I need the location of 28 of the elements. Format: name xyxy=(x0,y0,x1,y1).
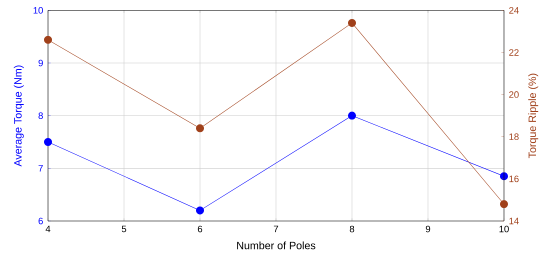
x-tick-label: 8 xyxy=(350,226,354,232)
y2-axis-title: Torque Ripple (%) xyxy=(528,74,538,158)
x-tick-label: 4 xyxy=(46,226,50,232)
y2-tick-label: 14 xyxy=(509,218,519,224)
y2-tick-label: 16 xyxy=(509,176,519,182)
y-tick-label: 6 xyxy=(38,218,43,224)
point xyxy=(196,206,204,214)
point xyxy=(500,200,508,208)
y-tick-label: 9 xyxy=(38,60,43,66)
y2-tick-label: 20 xyxy=(509,91,519,98)
point xyxy=(348,112,356,120)
x-tick-label: 10 xyxy=(500,226,509,232)
x-axis-title: Number of Poles xyxy=(237,241,316,250)
x-tick-label: 7 xyxy=(274,226,278,232)
point xyxy=(44,138,52,146)
point xyxy=(196,124,204,132)
y2-tick-label: 18 xyxy=(509,133,519,140)
x-tick-label: 6 xyxy=(198,226,202,232)
point xyxy=(44,36,52,44)
y-tick-label: 8 xyxy=(38,112,43,119)
x-tick-label: 9 xyxy=(426,226,430,232)
y-tick-label: 10 xyxy=(34,7,43,14)
x-tick-label: 5 xyxy=(122,226,126,232)
point xyxy=(348,18,356,27)
y2-tick-label: 22 xyxy=(509,49,519,56)
y-tick-label: 7 xyxy=(38,165,43,172)
y-axis-title: Average Torque (Nm) xyxy=(14,65,24,167)
y2-tick-label: 24 xyxy=(509,7,519,14)
